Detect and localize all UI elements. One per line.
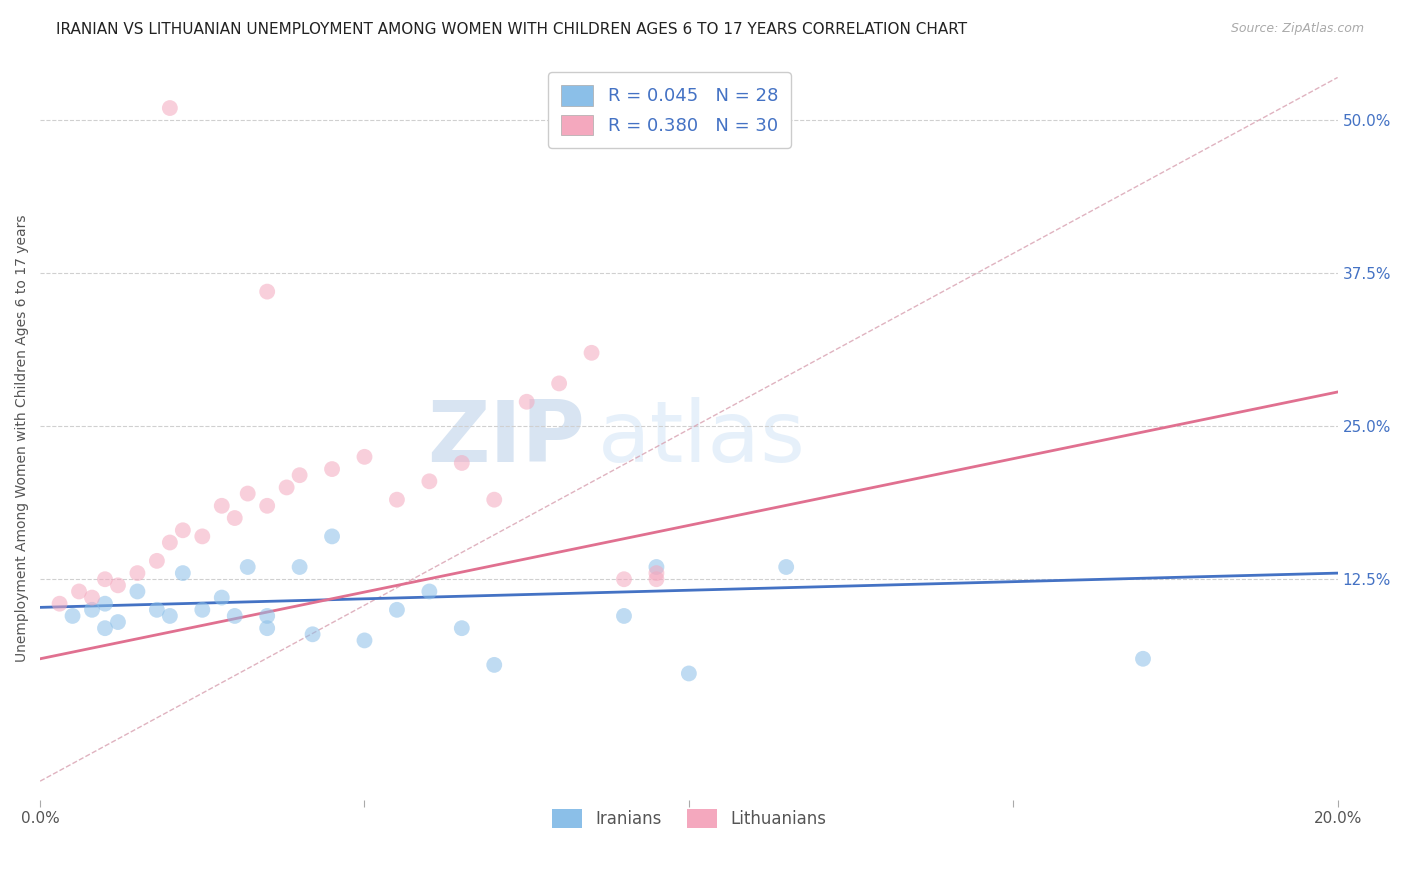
Point [191,529,214,543]
Point [418,584,440,599]
Point [288,560,311,574]
Point [385,603,408,617]
Point [107,615,129,629]
Point [678,666,700,681]
Point [107,578,129,592]
Point [276,480,298,494]
Point [62,609,84,624]
Point [613,609,636,624]
Point [581,346,603,360]
Point [172,523,194,537]
Point [146,554,169,568]
Point [94,597,117,611]
Point [418,475,440,489]
Point [159,101,181,115]
Legend: Iranians, Lithuanians: Iranians, Lithuanians [546,802,832,835]
Point [224,511,246,525]
Point [385,492,408,507]
Text: IRANIAN VS LITHUANIAN UNEMPLOYMENT AMONG WOMEN WITH CHILDREN AGES 6 TO 17 YEARS : IRANIAN VS LITHUANIAN UNEMPLOYMENT AMONG… [56,22,967,37]
Point [353,450,375,464]
Y-axis label: Unemployment Among Women with Children Ages 6 to 17 years: Unemployment Among Women with Children A… [15,215,30,662]
Point [484,657,506,672]
Point [516,394,538,409]
Point [236,560,259,574]
Point [80,591,103,605]
Point [127,566,149,580]
Point [159,535,181,549]
Point [80,603,103,617]
Point [94,621,117,635]
Point [645,566,668,580]
Point [645,560,668,574]
Point [211,591,233,605]
Point [256,285,278,299]
Point [288,468,311,483]
Point [48,597,70,611]
Text: atlas: atlas [598,397,806,480]
Point [775,560,797,574]
Text: ZIP: ZIP [427,397,585,480]
Point [256,609,278,624]
Point [67,584,90,599]
Point [94,572,117,586]
Point [256,499,278,513]
Point [211,499,233,513]
Point [172,566,194,580]
Point [450,456,472,470]
Point [321,462,343,476]
Point [450,621,472,635]
Point [613,572,636,586]
Point [256,621,278,635]
Point [224,609,246,624]
Point [548,376,571,391]
Point [146,603,169,617]
Text: Source: ZipAtlas.com: Source: ZipAtlas.com [1230,22,1364,36]
Point [191,603,214,617]
Point [484,492,506,507]
Point [301,627,323,641]
Point [321,529,343,543]
Point [353,633,375,648]
Point [1132,652,1154,666]
Point [645,572,668,586]
Point [236,486,259,500]
Point [159,609,181,624]
Point [127,584,149,599]
